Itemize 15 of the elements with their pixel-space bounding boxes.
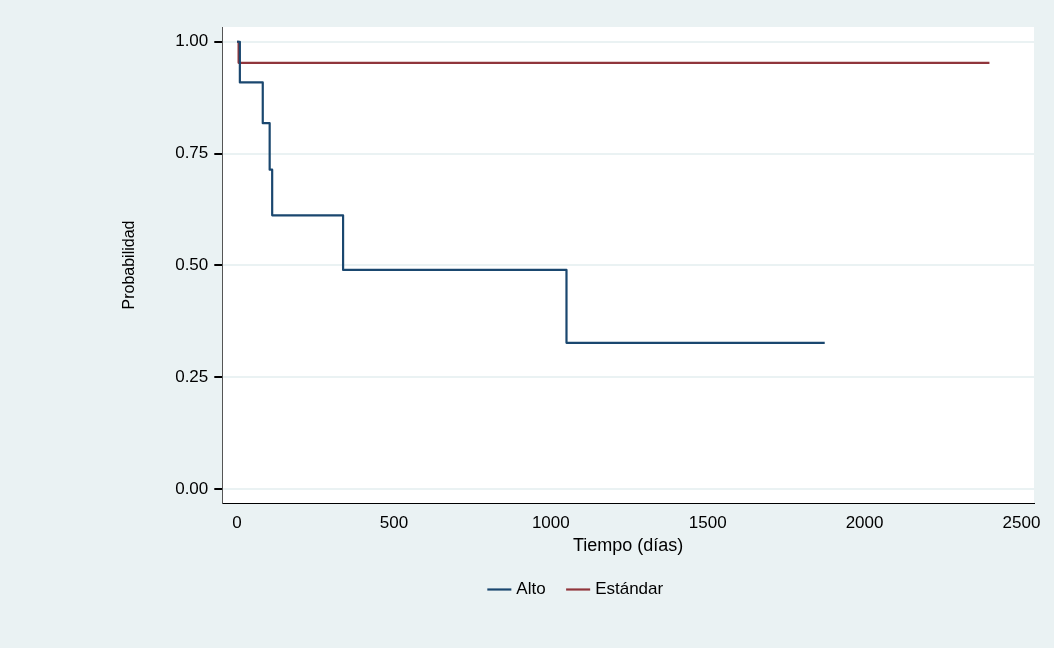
y-tick-label: 0.75 xyxy=(175,143,209,163)
y-tick-label: 0.25 xyxy=(175,366,209,386)
y-tick-label: 1.00 xyxy=(175,31,209,51)
legend-label: Alto xyxy=(516,579,546,599)
x-tick-label: 2500 xyxy=(1002,512,1041,532)
x-tick-label: 500 xyxy=(379,512,409,532)
x-tick-label: 1500 xyxy=(688,512,727,532)
y-tick-label: 0.00 xyxy=(175,478,209,498)
legend-label: Estándar xyxy=(595,579,664,599)
y-tick-label: 0.50 xyxy=(175,255,209,275)
x-tick-label: 2000 xyxy=(845,512,884,532)
y-axis-title: Probabilidad xyxy=(120,220,138,310)
x-tick-label: 1000 xyxy=(531,512,570,532)
x-axis-title: Tiempo (días) xyxy=(572,535,684,556)
x-tick-label: 0 xyxy=(232,512,242,532)
